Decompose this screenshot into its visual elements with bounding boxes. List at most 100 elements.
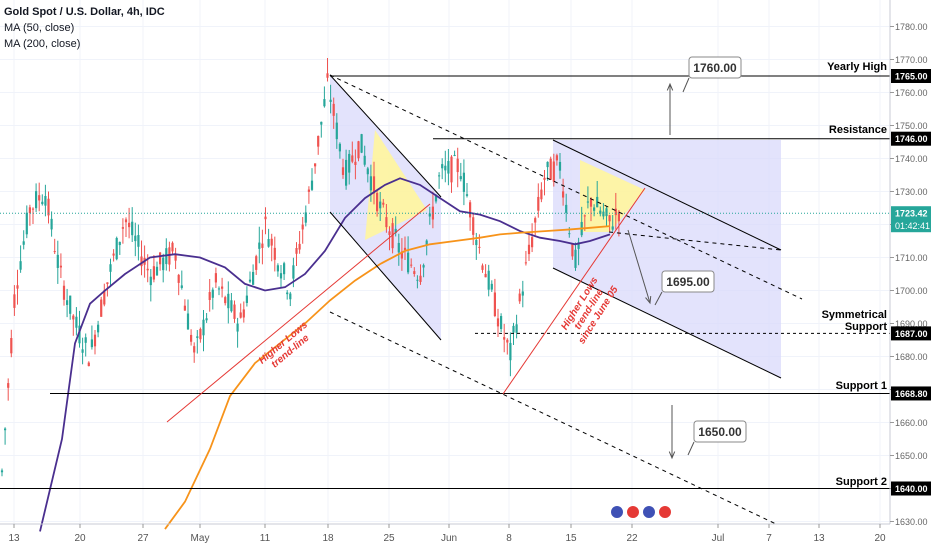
candle-body [118,241,121,246]
candle-body [549,158,552,180]
candle-body [571,243,574,257]
candle-body [50,218,53,230]
indicator-ma200[interactable]: MA (200, close) [4,38,81,50]
callout-label: 1695.00 [666,275,710,289]
candle-body [496,318,500,327]
candle-body [211,289,214,298]
time-tick-label: Jul [712,533,725,544]
arrow-down-1695 [627,229,652,305]
candle-body [478,246,481,248]
candle-body [279,273,283,279]
candle-body [410,264,413,266]
candle-body [351,155,354,162]
candle-body [379,201,382,209]
price-tag-1668.80: 1668.80 [891,386,931,401]
candle-body [605,208,608,217]
symbol-title[interactable]: Gold Spot / U.S. Dollar, 4h, IDC [4,6,165,18]
candle-body [159,252,162,265]
candle-body [565,204,568,213]
candle-body [599,210,602,214]
candle-body [310,180,314,190]
candle-body [53,251,56,253]
price-tick-label: 1630.00 [895,517,928,527]
candle-body [593,207,596,211]
candle-body [531,237,534,248]
candle-body [239,312,242,318]
candle-body [149,276,152,286]
arrow-down-1650 [668,405,676,460]
candle-body [162,257,165,271]
candle-body [512,325,515,333]
candle-body [317,135,320,147]
candle-body [258,242,261,249]
candle-body [515,324,518,333]
candle-body [462,172,465,192]
candle-body [301,224,304,230]
price-tick-label: 1700.00 [895,286,928,296]
time-tick-label: 20 [74,533,86,544]
time-tick-label: 13 [8,533,20,544]
candle-body [264,216,267,220]
candle-body [292,265,295,279]
candle-body [208,292,211,300]
candle-body [0,470,4,473]
candle-body [131,221,134,236]
candle-body [500,316,503,329]
candle-body [376,193,379,212]
candle-body [233,304,236,319]
candle-body [481,265,484,270]
callout-1650.00[interactable]: 1650.00 [687,420,747,456]
price-tag-text: 1723.42 [895,209,928,219]
candle-body [13,294,16,308]
channel-lower [552,267,782,379]
time-tick-label: 15 [565,533,577,544]
candle-body [4,428,7,431]
callout-1760.00[interactable]: 1760.00 [682,56,742,93]
candle-body [453,155,456,157]
candle-body [314,163,317,167]
candle-body [568,233,571,235]
candle-body [87,362,90,367]
candle-body [174,254,177,261]
candle-body [100,299,103,317]
candle-body [574,249,577,268]
indicator-ma50[interactable]: MA (50, close) [4,22,75,34]
time-tick-label: 27 [137,533,149,544]
price-axis: 1630.001640.001650.001660.001670.001680.… [889,0,932,550]
candle-body [22,241,25,245]
candle-body [329,99,332,102]
candle-body [97,324,100,333]
level-label-support: Support [845,321,887,333]
candle-body [283,263,286,275]
candle-body [196,336,199,338]
time-tick-label: 7 [766,533,772,544]
price-tag-1765.00: 1765.00 [891,69,931,83]
time-tick-label: 13 [813,533,825,544]
candle-body [540,189,543,200]
candle-body [255,256,258,270]
candle-body [577,242,580,249]
candle-body [307,189,310,192]
candle-body [10,338,13,354]
candle-body [413,271,416,275]
candle-body [562,191,565,198]
candle-body [438,175,441,177]
price-tag-bg [891,69,931,83]
candle-body [28,207,31,214]
candle-body [326,73,329,78]
candle-body [59,265,62,268]
candle-body [385,217,388,228]
candle-body [493,292,496,316]
candle-body [469,202,472,218]
candle-body [273,247,276,260]
candle-body [509,342,512,361]
candle-body [217,288,221,290]
candle-body [155,266,159,276]
candle-body [252,271,255,285]
candle-body [558,161,562,171]
candle-body [276,265,279,272]
callout-1695.00[interactable]: 1695.00 [654,270,715,306]
candle-body [78,325,81,344]
callout-box [688,56,742,79]
